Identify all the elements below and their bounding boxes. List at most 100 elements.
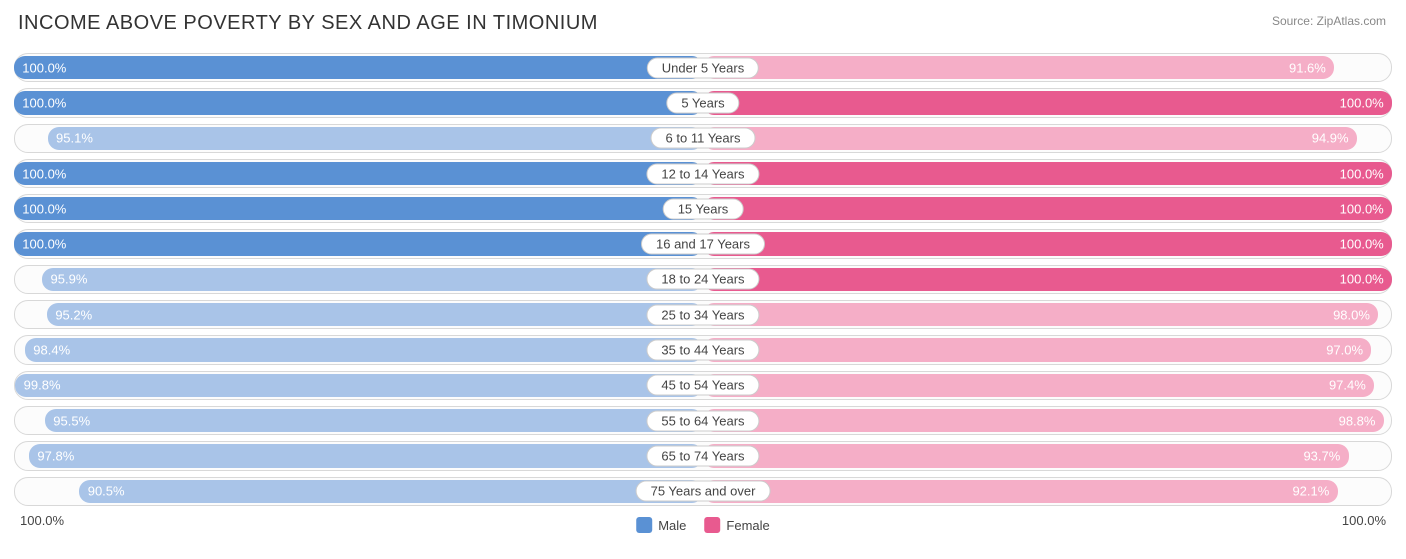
axis-label-left: 100.0%: [20, 513, 64, 528]
male-bar: [79, 480, 703, 503]
female-half: 93.7%: [703, 444, 1392, 467]
chart-row: 90.5% 92.1%75 Years and over: [14, 474, 1392, 509]
axis-label-right: 100.0%: [1342, 513, 1386, 528]
female-half: 100.0%: [703, 91, 1392, 114]
female-value-label: 97.0%: [1326, 343, 1363, 358]
chart-row: 100.0% 100.0% 16 and 17 Years: [14, 226, 1392, 261]
category-label: 15 Years: [663, 198, 744, 219]
male-value-label: 100.0%: [22, 95, 66, 110]
category-label: 12 to 14 Years: [646, 163, 759, 184]
category-label: 5 Years: [666, 92, 739, 113]
category-label: 55 to 64 Years: [646, 410, 759, 431]
male-half: 100.0%: [14, 162, 703, 185]
male-value-label: 95.2%: [55, 307, 92, 322]
female-half: 98.0%: [703, 303, 1392, 326]
male-half: 95.1%: [14, 127, 703, 150]
female-bar: [703, 444, 1349, 467]
male-bar: [47, 303, 703, 326]
female-value-label: 93.7%: [1303, 448, 1340, 463]
female-half: 91.6%: [703, 56, 1392, 79]
female-value-label: 91.6%: [1289, 60, 1326, 75]
legend-swatch-female: [704, 517, 720, 533]
chart-row: 95.1%94.9%6 to 11 Years: [14, 121, 1392, 156]
female-value-label: 94.9%: [1312, 131, 1349, 146]
female-half: 100.0%: [703, 268, 1392, 291]
female-bar: [703, 480, 1338, 503]
male-value-label: 100.0%: [22, 60, 66, 75]
male-half: 95.2%: [14, 303, 703, 326]
female-value-label: 100.0%: [1340, 166, 1384, 181]
female-half: 100.0%: [703, 232, 1392, 255]
female-half: 97.0%: [703, 338, 1392, 361]
female-value-label: 100.0%: [1340, 95, 1384, 110]
male-bar: [45, 409, 703, 432]
male-half: 100.0%: [14, 56, 703, 79]
female-half: 100.0%: [703, 162, 1392, 185]
chart-row: 95.9% 100.0% 18 to 24 Years: [14, 262, 1392, 297]
category-label: 18 to 24 Years: [646, 269, 759, 290]
female-value-label: 97.4%: [1329, 378, 1366, 393]
category-label: 45 to 54 Years: [646, 375, 759, 396]
female-bar: [703, 56, 1334, 79]
male-bar: [14, 232, 703, 255]
legend: Male Female: [636, 517, 770, 533]
male-half: 100.0%: [14, 197, 703, 220]
female-bar: [703, 303, 1378, 326]
chart-row: 99.8% 97.4% 45 to 54 Years: [14, 368, 1392, 403]
female-value-label: 98.8%: [1339, 413, 1376, 428]
male-half: 95.5%: [14, 409, 703, 432]
male-half: 100.0%: [14, 232, 703, 255]
female-bar: [703, 268, 1392, 291]
female-bar: [703, 409, 1384, 432]
category-label: 35 to 44 Years: [646, 340, 759, 361]
female-value-label: 100.0%: [1340, 237, 1384, 252]
male-half: 100.0%: [14, 91, 703, 114]
chart-title: INCOME ABOVE POVERTY BY SEX AND AGE IN T…: [18, 12, 598, 35]
female-half: 97.4%: [703, 374, 1392, 397]
male-value-label: 90.5%: [88, 484, 125, 499]
female-bar: [703, 127, 1357, 150]
female-bar: [703, 197, 1392, 220]
legend-label-female: Female: [726, 518, 769, 533]
legend-swatch-male: [636, 517, 652, 533]
female-bar: [703, 91, 1392, 114]
chart-row: 100.0% 100.0% 5 Years: [14, 85, 1392, 120]
male-half: 99.8%: [14, 374, 703, 397]
male-value-label: 100.0%: [22, 237, 66, 252]
female-bar: [703, 374, 1374, 397]
male-value-label: 95.5%: [53, 413, 90, 428]
female-half: 92.1%: [703, 480, 1392, 503]
male-bar: [14, 56, 703, 79]
male-bar: [25, 338, 703, 361]
male-bar: [14, 91, 703, 114]
male-value-label: 100.0%: [22, 201, 66, 216]
female-bar: [703, 338, 1371, 361]
male-bar: [48, 127, 703, 150]
chart-row: 97.8% 93.7% 65 to 74 Years: [14, 438, 1392, 473]
male-bar: [42, 268, 703, 291]
legend-item-male: Male: [636, 517, 686, 533]
female-bar: [703, 232, 1392, 255]
chart-row: 100.0% 91.6% Under 5 Years: [14, 50, 1392, 85]
category-label: 75 Years and over: [636, 481, 771, 502]
legend-label-male: Male: [658, 518, 686, 533]
category-label: 25 to 34 Years: [646, 304, 759, 325]
male-bar: [15, 374, 703, 397]
male-half: 97.8%: [14, 444, 703, 467]
category-label: Under 5 Years: [647, 57, 759, 78]
male-value-label: 100.0%: [22, 166, 66, 181]
chart-row: 100.0% 100.0% 12 to 14 Years: [14, 156, 1392, 191]
female-half: 94.9%: [703, 127, 1392, 150]
female-value-label: 100.0%: [1340, 272, 1384, 287]
male-value-label: 99.8%: [24, 378, 61, 393]
category-label: 65 to 74 Years: [646, 445, 759, 466]
female-value-label: 100.0%: [1340, 201, 1384, 216]
male-value-label: 97.8%: [37, 448, 74, 463]
female-value-label: 98.0%: [1333, 307, 1370, 322]
male-value-label: 95.9%: [51, 272, 88, 287]
chart-row: 100.0% 100.0% 15 Years: [14, 191, 1392, 226]
chart-row: 98.4%97.0%35 to 44 Years: [14, 332, 1392, 367]
male-half: 90.5%: [14, 480, 703, 503]
male-bar: [14, 162, 703, 185]
category-label: 16 and 17 Years: [641, 234, 765, 255]
